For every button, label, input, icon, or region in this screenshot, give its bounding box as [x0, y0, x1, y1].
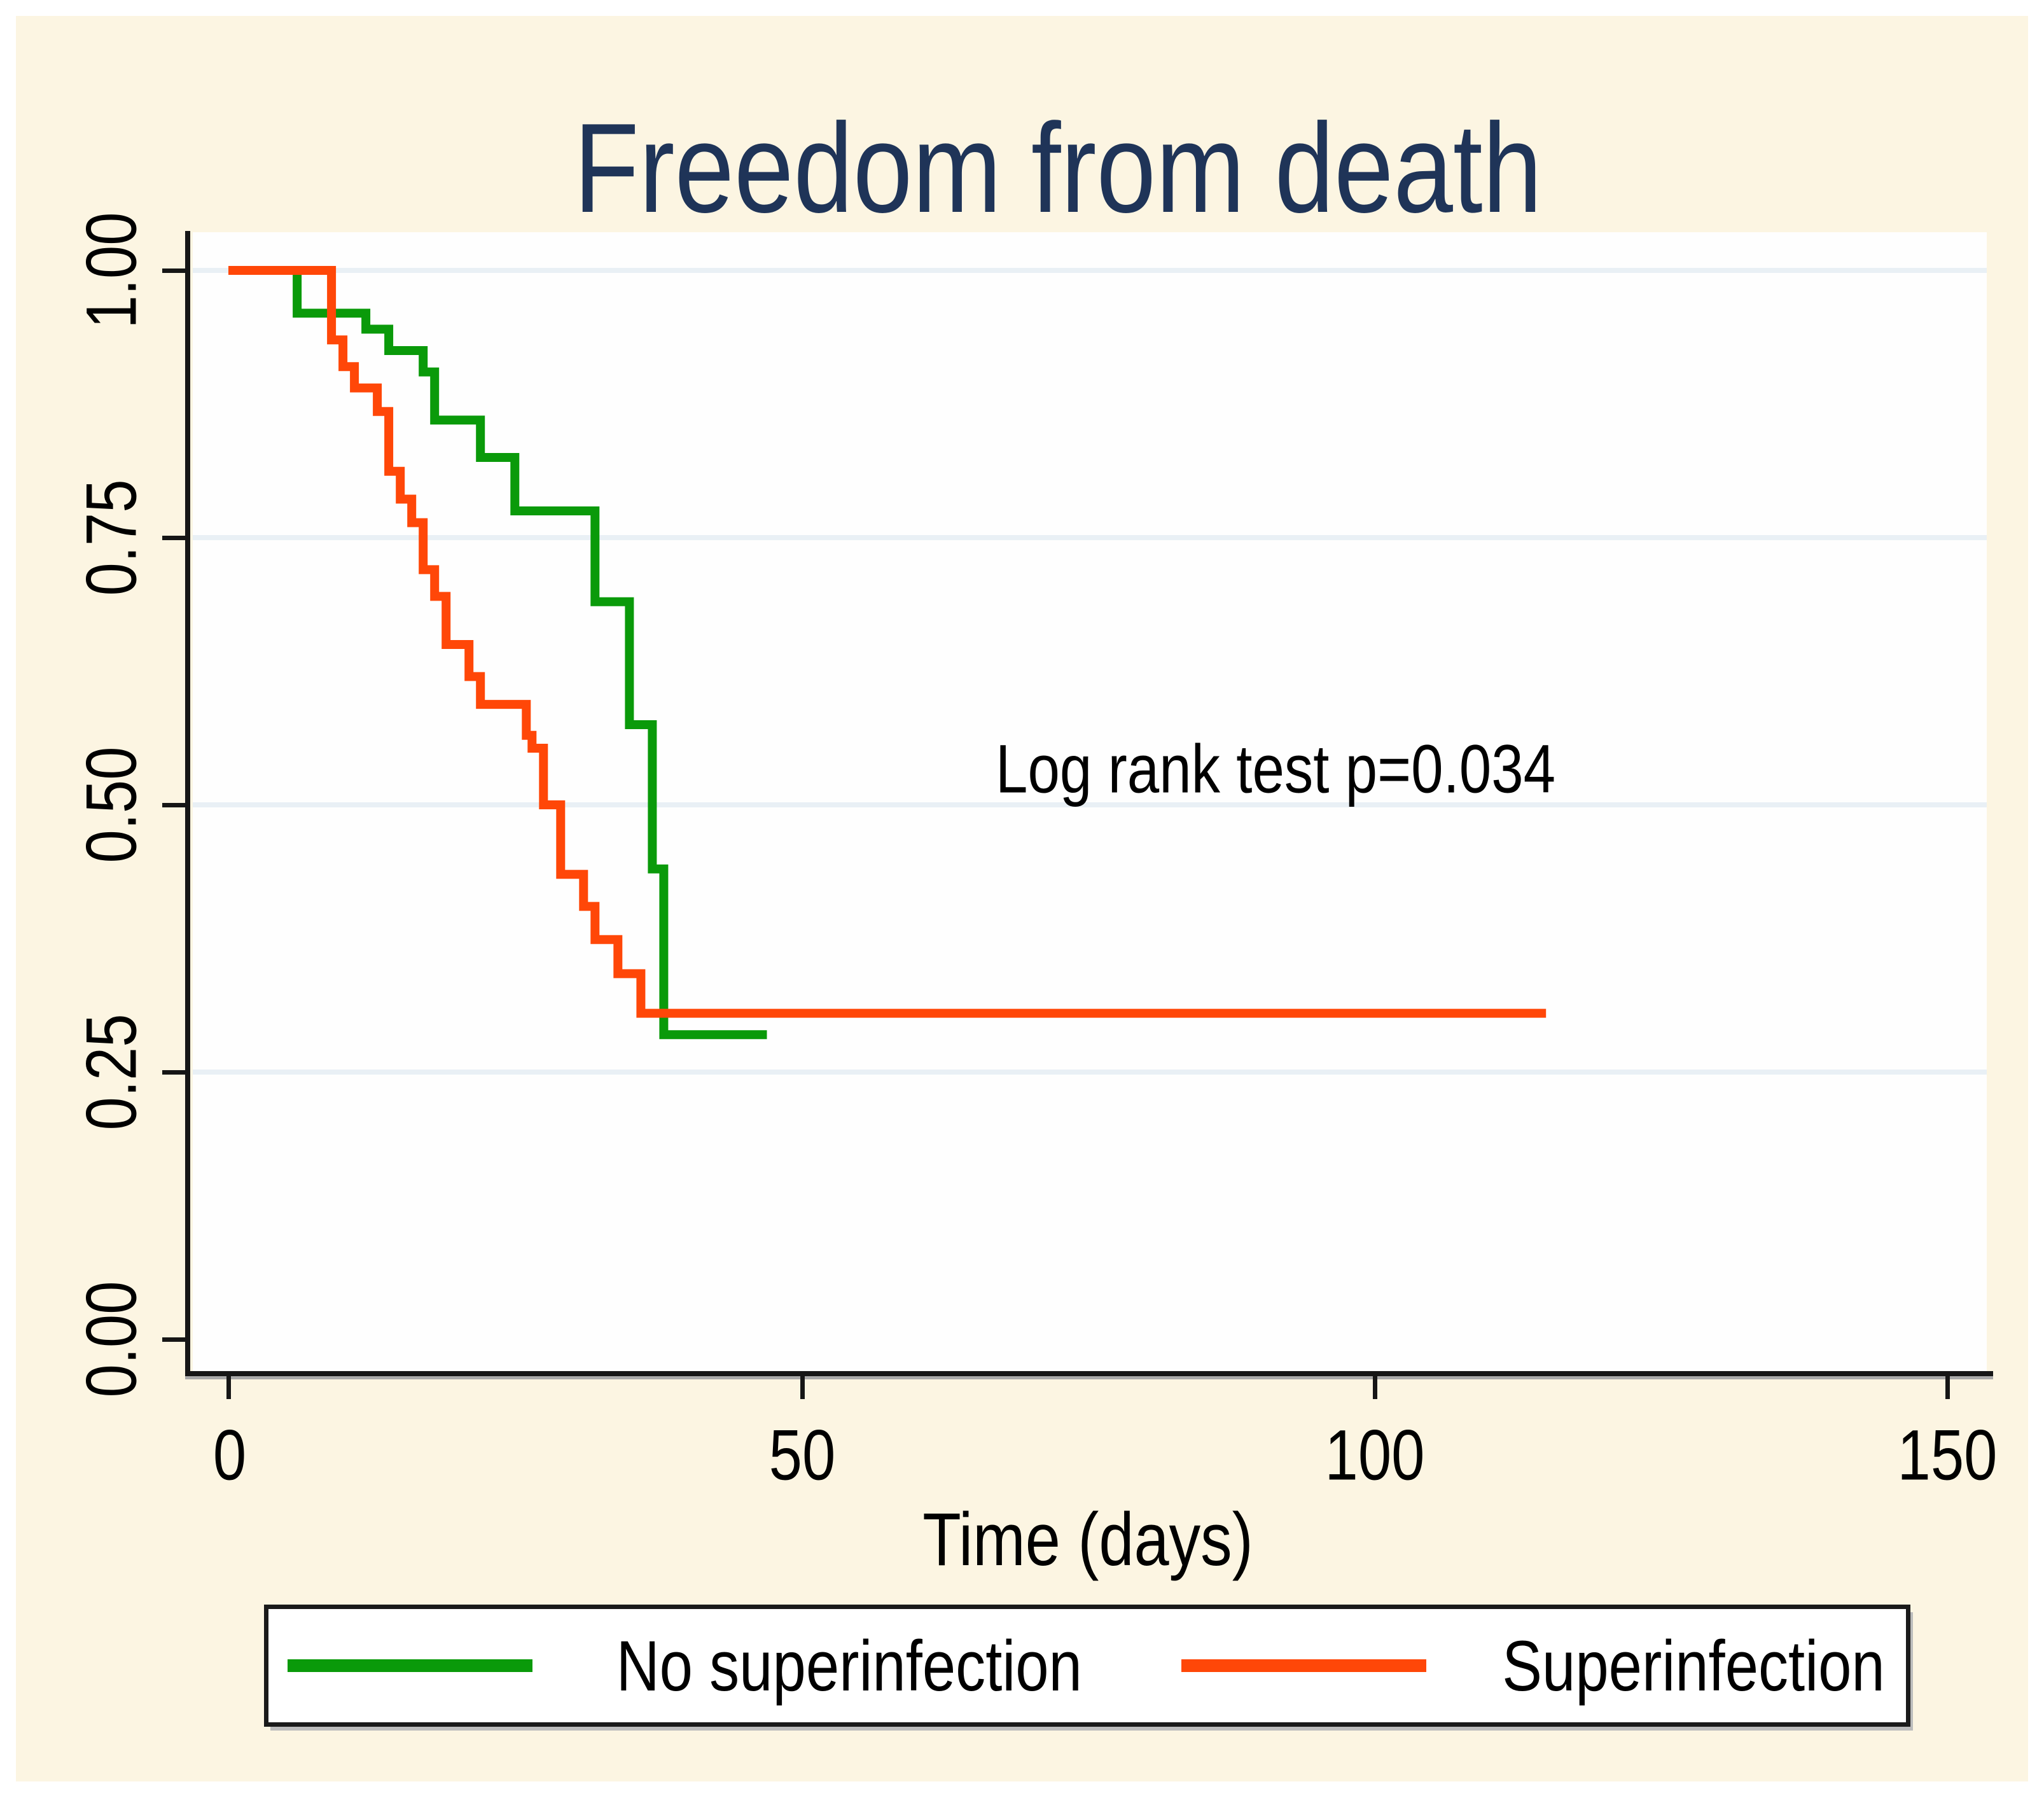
x-tick-label-150: 150: [1897, 1415, 1998, 1495]
legend-item-no-superinfection: No superinfection: [288, 1609, 1127, 1722]
chart-title: Freedom from death: [573, 97, 1543, 239]
x-tick-label-50: 50: [768, 1415, 836, 1495]
legend-label-superinfection: Superinfection: [1502, 1626, 1885, 1706]
survival-curve-superinfection: [228, 266, 1547, 1018]
y-tick-0-00: [162, 1337, 185, 1342]
legend-box: No superinfection Superinfection: [264, 1605, 1910, 1727]
x-tick-label-0: 0: [212, 1415, 247, 1495]
survival-curves-canvas: [228, 266, 1547, 1040]
x-tick-150: [1945, 1376, 1950, 1399]
gridline-0-75: [193, 535, 1987, 540]
gridline-1-00: [193, 268, 1987, 273]
x-tick-label-100: 100: [1324, 1415, 1425, 1495]
x-axis-shadow: [185, 1376, 1993, 1379]
legend-item-superinfection: Superinfection: [1181, 1609, 1921, 1722]
x-axis-line: [185, 1371, 1993, 1376]
figure-panel: Freedom from death 1.00 0.75 0.50 0.25 0…: [16, 16, 2028, 1781]
legend-swatch-superinfection-line: [1181, 1659, 1426, 1672]
survival-curve-no-superinfection: [228, 266, 767, 1040]
y-tick-0-75: [162, 536, 185, 540]
annotation-log-rank-p-value: Log rank test p=0.034: [996, 730, 1556, 807]
gridline-0-25: [193, 1070, 1987, 1075]
gridline-0-50: [193, 802, 1987, 807]
y-tick-0-50: [162, 803, 185, 807]
y-axis-line: [185, 231, 190, 1376]
x-tick-0: [226, 1376, 231, 1399]
legend-swatch-no-superinfection-line: [288, 1659, 532, 1672]
x-axis-title: Time (days): [922, 1498, 1253, 1582]
legend-label-no-superinfection: No superinfection: [616, 1626, 1082, 1706]
x-tick-50: [800, 1376, 805, 1399]
x-tick-100: [1373, 1376, 1377, 1399]
y-tick-0-25: [162, 1070, 185, 1075]
y-tick-1-00: [162, 268, 185, 273]
